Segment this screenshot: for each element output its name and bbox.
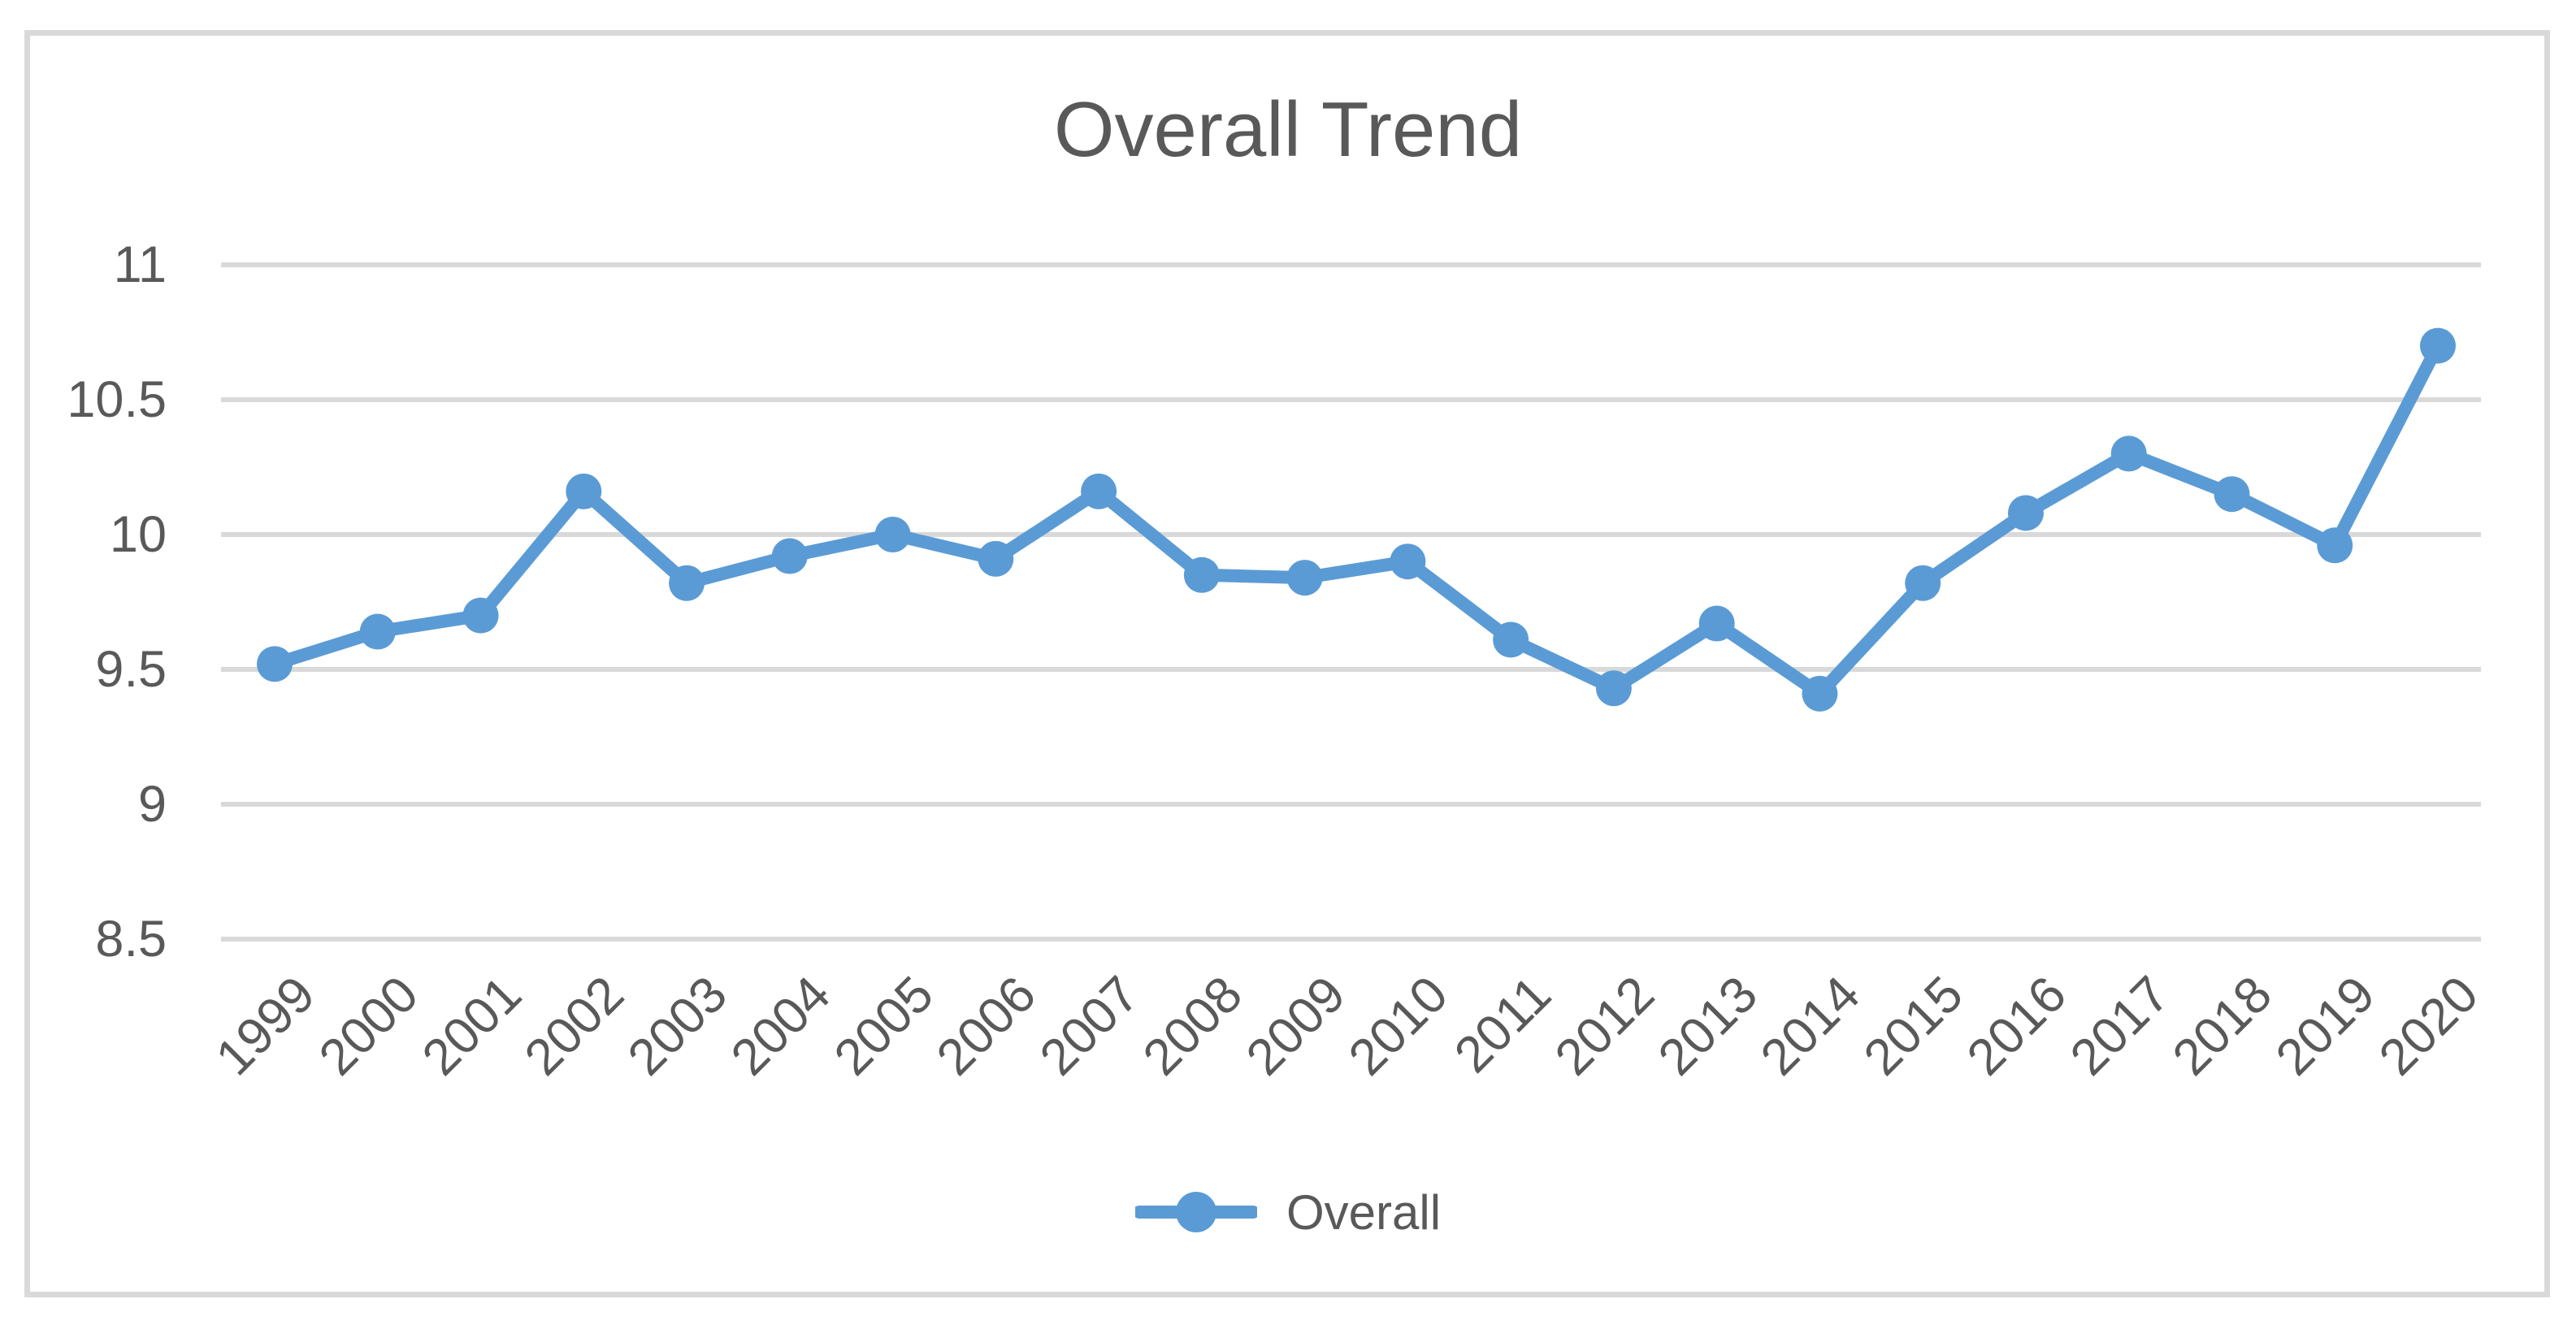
data-point-marker <box>1802 675 1838 712</box>
chart-title: Overall Trend <box>1053 86 1523 173</box>
y-axis-tick-label: 9.5 <box>95 641 167 698</box>
y-axis-tick-label: 11 <box>113 236 167 293</box>
data-point-marker <box>2214 476 2250 513</box>
data-point-marker <box>1698 605 1735 642</box>
data-point-marker <box>566 473 602 509</box>
data-point-marker <box>257 646 293 682</box>
data-point-marker <box>2110 435 2147 472</box>
data-point-marker <box>874 517 911 552</box>
data-point-marker <box>978 540 1014 577</box>
data-point-marker <box>669 565 705 601</box>
y-axis-tick-label: 10 <box>109 506 167 563</box>
data-point-marker <box>2317 527 2353 564</box>
legend-marker <box>1175 1192 1216 1232</box>
data-point-marker <box>2007 495 2044 531</box>
y-axis-tick-label: 9 <box>137 776 167 833</box>
data-point-marker <box>1081 473 1117 509</box>
chart-frame[interactable] <box>24 30 2550 1297</box>
legend-label: Overall <box>1286 1184 1442 1240</box>
legend-line-marker-icon <box>1134 1192 1257 1232</box>
legend: Overall <box>0 1180 2576 1245</box>
y-axis-tick-label: 10.5 <box>67 371 167 428</box>
data-point-marker <box>2420 327 2456 364</box>
data-point-marker <box>1595 670 1632 707</box>
data-point-marker <box>1493 621 1529 658</box>
data-point-marker <box>1905 565 1941 601</box>
data-point-marker <box>771 538 808 574</box>
series-line <box>268 339 2444 700</box>
data-point-marker <box>359 613 396 650</box>
data-point-marker <box>1183 556 1220 593</box>
data-point-marker <box>1286 560 1323 596</box>
data-point-marker <box>1390 543 1426 580</box>
y-axis-tick-label: 8.5 <box>95 911 167 968</box>
data-point-marker <box>462 597 499 634</box>
